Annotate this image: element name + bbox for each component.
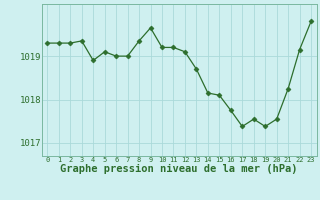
X-axis label: Graphe pression niveau de la mer (hPa): Graphe pression niveau de la mer (hPa) <box>60 164 298 174</box>
